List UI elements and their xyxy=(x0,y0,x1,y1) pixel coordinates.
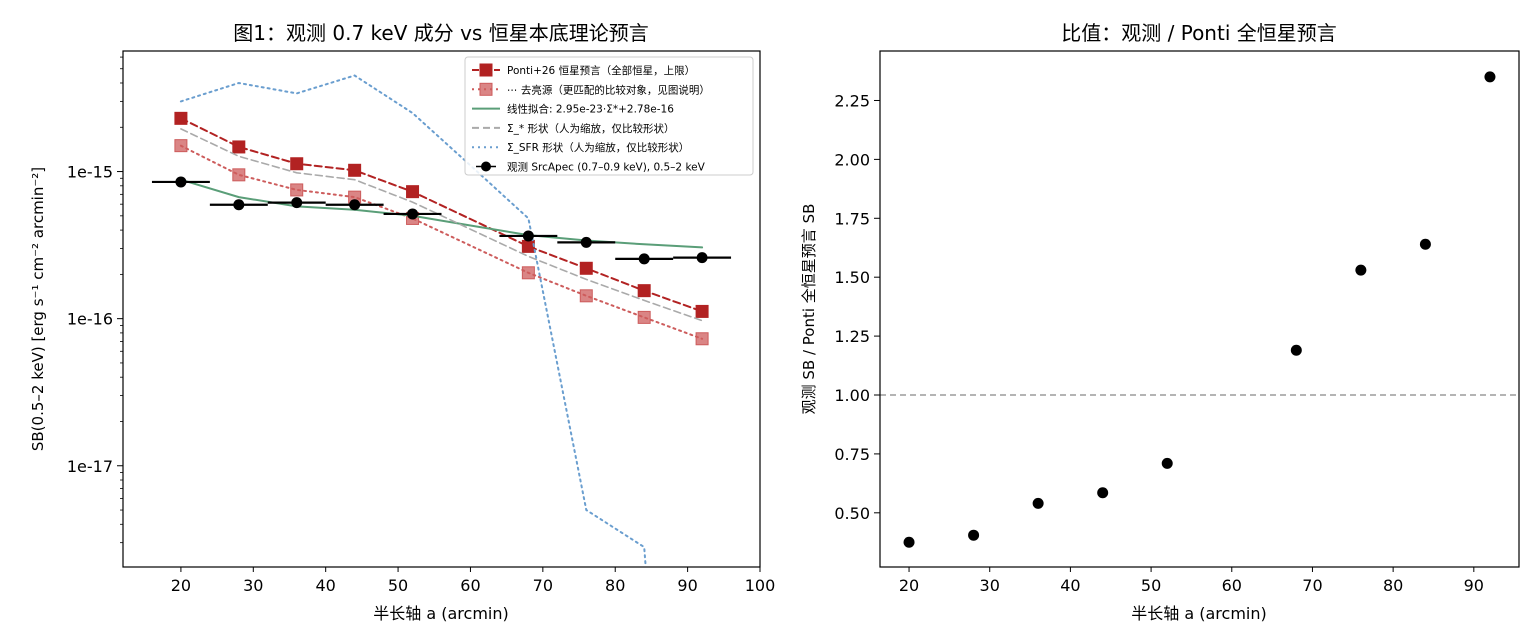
left-chart-panel: 图1：观测 0.7 keV 成分 vs 恒星本底理论预言 半长轴 a (arcm… xyxy=(29,21,775,623)
square-marker xyxy=(579,289,593,303)
square-marker xyxy=(290,183,304,197)
ratio-point xyxy=(1355,264,1367,276)
x-tick-label: 20 xyxy=(171,576,191,595)
square-marker xyxy=(579,261,593,275)
square-marker xyxy=(695,304,709,318)
data-point xyxy=(349,199,361,211)
left-legend: Ponti+26 恒星预言（全部恒星，上限） ⋯ 去亮源（更匹配的比较对象，见图说… xyxy=(464,56,754,176)
x-tick-label: 90 xyxy=(677,576,697,595)
y-tick-label: 1.75 xyxy=(834,209,870,228)
x-tick-label: 40 xyxy=(316,576,336,595)
x-tick-label: 70 xyxy=(1302,576,1322,595)
right-y-axis-label: 观测 SB / Ponti 全恒星预言 SB xyxy=(800,204,818,415)
series-0 xyxy=(174,111,709,318)
legend-marker xyxy=(479,82,493,96)
y-tick-label: 1.25 xyxy=(834,327,870,346)
series-3 xyxy=(180,128,703,322)
x-tick-label: 50 xyxy=(1141,576,1161,595)
left-y-axis-label: SB(0.5–2 keV) [erg s⁻¹ cm⁻² arcmin⁻²] xyxy=(29,167,47,451)
ratio-point xyxy=(1419,238,1431,250)
y-tick-label: 0.50 xyxy=(834,504,870,523)
data-point xyxy=(580,236,592,248)
left-plot-frame xyxy=(122,50,761,568)
x-tick-label: 30 xyxy=(980,576,1000,595)
x-tick-label: 60 xyxy=(1222,576,1242,595)
x-tick-label: 100 xyxy=(745,576,776,595)
right-plot-area xyxy=(880,71,1519,548)
left-x-ticks: 20 30 40 50 60 70 80 90 100 xyxy=(171,567,776,595)
legend-label: Σ_* 形状（人为缩放，仅比较形状） xyxy=(507,122,674,135)
square-marker xyxy=(232,140,246,154)
x-tick-label: 30 xyxy=(243,576,263,595)
square-marker xyxy=(521,266,535,280)
series-line xyxy=(179,74,647,567)
data-point xyxy=(233,199,245,211)
legend-label: 观测 SrcApec (0.7–0.9 keV), 0.5–2 keV xyxy=(507,161,706,174)
x-tick-label: 80 xyxy=(1383,576,1403,595)
square-marker xyxy=(290,157,304,171)
data-point xyxy=(291,197,303,209)
legend-label: 线性拟合: 2.95e-23·Σ*+2.78e-16 xyxy=(507,103,674,116)
y-tick-label: 1.50 xyxy=(834,268,870,287)
data-point xyxy=(522,230,534,242)
left-x-axis-label: 半长轴 a (arcmin) xyxy=(373,604,508,623)
square-marker xyxy=(695,332,709,346)
y-tick-label: 0.75 xyxy=(834,445,870,464)
x-tick-label: 60 xyxy=(460,576,480,595)
x-tick-label: 70 xyxy=(533,576,553,595)
ratio-point xyxy=(1161,457,1173,469)
ratio-point xyxy=(903,536,915,548)
legend-label: ⋯ 去亮源（更匹配的比较对象，见图说明） xyxy=(507,83,710,96)
right-plot-frame xyxy=(879,50,1520,568)
right-y-ticks: 0.50 0.75 1.00 1.25 1.50 1.75 2.00 2.25 xyxy=(834,91,880,523)
data-point xyxy=(638,253,650,265)
right-chart-title: 比值：观测 / Ponti 全恒星预言 xyxy=(1061,21,1336,45)
y-tick-label: 1e-15 xyxy=(67,163,113,182)
ratio-point xyxy=(1290,344,1302,356)
left-plot-area xyxy=(151,74,732,567)
x-tick-label: 20 xyxy=(899,576,919,595)
square-marker xyxy=(637,310,651,324)
right-chart-panel: 比值：观测 / Ponti 全恒星预言 半长轴 a (arcmin) 观测 SB… xyxy=(800,21,1520,623)
right-x-axis-label: 半长轴 a (arcmin) xyxy=(1131,604,1266,623)
left-chart-title: 图1：观测 0.7 keV 成分 vs 恒星本底理论预言 xyxy=(233,21,648,45)
x-tick-label: 50 xyxy=(388,576,408,595)
data-point xyxy=(696,252,708,264)
ratio-point xyxy=(968,529,980,541)
ratio-point xyxy=(1032,497,1044,509)
x-tick-label: 90 xyxy=(1464,576,1484,595)
series-4 xyxy=(179,74,647,567)
legend-label: Ponti+26 恒星预言（全部恒星，上限） xyxy=(507,64,695,77)
square-marker xyxy=(637,284,651,298)
x-tick-label: 80 xyxy=(605,576,625,595)
square-marker xyxy=(348,163,362,177)
left-y-ticks: 1e-17 1e-16 1e-15 xyxy=(67,56,123,544)
ratio-point xyxy=(1097,487,1109,499)
ratio-point xyxy=(1484,71,1496,83)
data-point xyxy=(175,176,187,188)
square-marker xyxy=(174,111,188,125)
square-marker xyxy=(521,239,535,253)
y-tick-label: 1.00 xyxy=(834,386,870,405)
series-5 xyxy=(151,176,732,265)
series-2 xyxy=(179,178,704,249)
legend-label: Σ_SFR 形状（人为缩放，仅比较形状） xyxy=(507,141,689,154)
series-line xyxy=(179,178,704,249)
legend-marker xyxy=(479,63,493,77)
square-marker xyxy=(232,168,246,182)
y-tick-label: 2.00 xyxy=(834,150,870,169)
y-tick-label: 2.25 xyxy=(834,91,870,110)
y-tick-label: 1e-16 xyxy=(67,310,113,329)
right-x-ticks: 20 30 40 50 60 70 80 90 xyxy=(899,567,1484,595)
series-line xyxy=(180,128,703,322)
legend-marker xyxy=(481,161,491,172)
data-point xyxy=(407,208,419,220)
series-line xyxy=(179,144,704,340)
square-marker xyxy=(174,139,188,153)
square-marker xyxy=(406,185,420,199)
legend-box xyxy=(464,56,754,176)
x-tick-label: 40 xyxy=(1060,576,1080,595)
y-tick-label: 1e-17 xyxy=(67,457,113,476)
